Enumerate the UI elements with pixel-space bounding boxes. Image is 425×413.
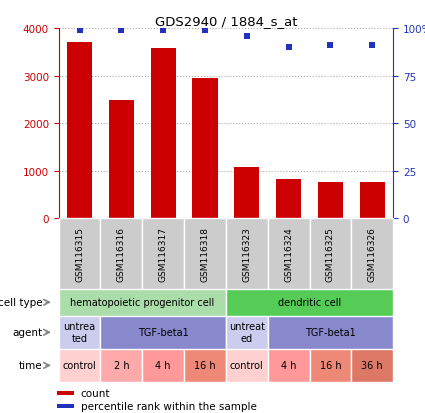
Bar [193,79,218,219]
Bar [100,219,142,289]
Point [201,28,208,34]
Point [327,43,334,49]
Text: hematopoietic progenitor cell: hematopoietic progenitor cell [70,297,214,308]
Bar [59,219,100,289]
Text: GSM116324: GSM116324 [284,227,293,281]
Text: GSM116326: GSM116326 [368,227,377,281]
Bar [57,404,74,408]
Bar [268,316,393,349]
Bar [318,183,343,219]
Text: GSM116317: GSM116317 [159,227,168,281]
Bar [276,180,301,219]
Bar [59,316,100,349]
Bar [142,219,184,289]
Bar [100,349,142,382]
Bar [226,219,268,289]
Bar [268,349,309,382]
Bar [351,349,393,382]
Bar [309,219,351,289]
Text: untreat
ed: untreat ed [229,322,265,343]
Text: 4 h: 4 h [281,361,296,370]
Point [160,28,167,34]
Bar [59,289,226,316]
Text: cell type: cell type [0,297,42,308]
Text: 16 h: 16 h [194,361,216,370]
Text: time: time [19,361,42,370]
Bar [184,349,226,382]
Text: TGF-beta1: TGF-beta1 [138,328,189,337]
Point [76,28,83,34]
Bar [268,219,309,289]
Text: 36 h: 36 h [361,361,383,370]
Bar [67,43,92,219]
Text: untrea
ted: untrea ted [63,322,96,343]
Bar [309,349,351,382]
Text: 16 h: 16 h [320,361,341,370]
Point [244,33,250,40]
Text: GSM116323: GSM116323 [242,227,251,281]
Title: GDS2940 / 1884_s_at: GDS2940 / 1884_s_at [155,15,297,28]
Text: count: count [81,388,110,398]
Text: 4 h: 4 h [156,361,171,370]
Text: GSM116315: GSM116315 [75,227,84,281]
Text: 2 h: 2 h [113,361,129,370]
Bar [142,349,184,382]
Text: TGF-beta1: TGF-beta1 [305,328,356,337]
Bar [360,183,385,219]
Bar [57,391,74,395]
Text: GSM116318: GSM116318 [201,227,210,281]
Text: dendritic cell: dendritic cell [278,297,341,308]
Text: agent: agent [12,328,42,337]
Bar [59,349,100,382]
Text: GSM116316: GSM116316 [117,227,126,281]
Bar [150,49,176,219]
Text: control: control [62,361,96,370]
Bar [226,316,268,349]
Point [285,45,292,51]
Bar [109,101,134,219]
Bar [226,349,268,382]
Text: GSM116325: GSM116325 [326,227,335,281]
Text: percentile rank within the sample: percentile rank within the sample [81,401,257,411]
Bar [226,289,393,316]
Point [118,28,125,34]
Bar [184,219,226,289]
Text: control: control [230,361,264,370]
Bar [234,168,259,219]
Bar [100,316,226,349]
Bar [351,219,393,289]
Point [369,43,376,49]
